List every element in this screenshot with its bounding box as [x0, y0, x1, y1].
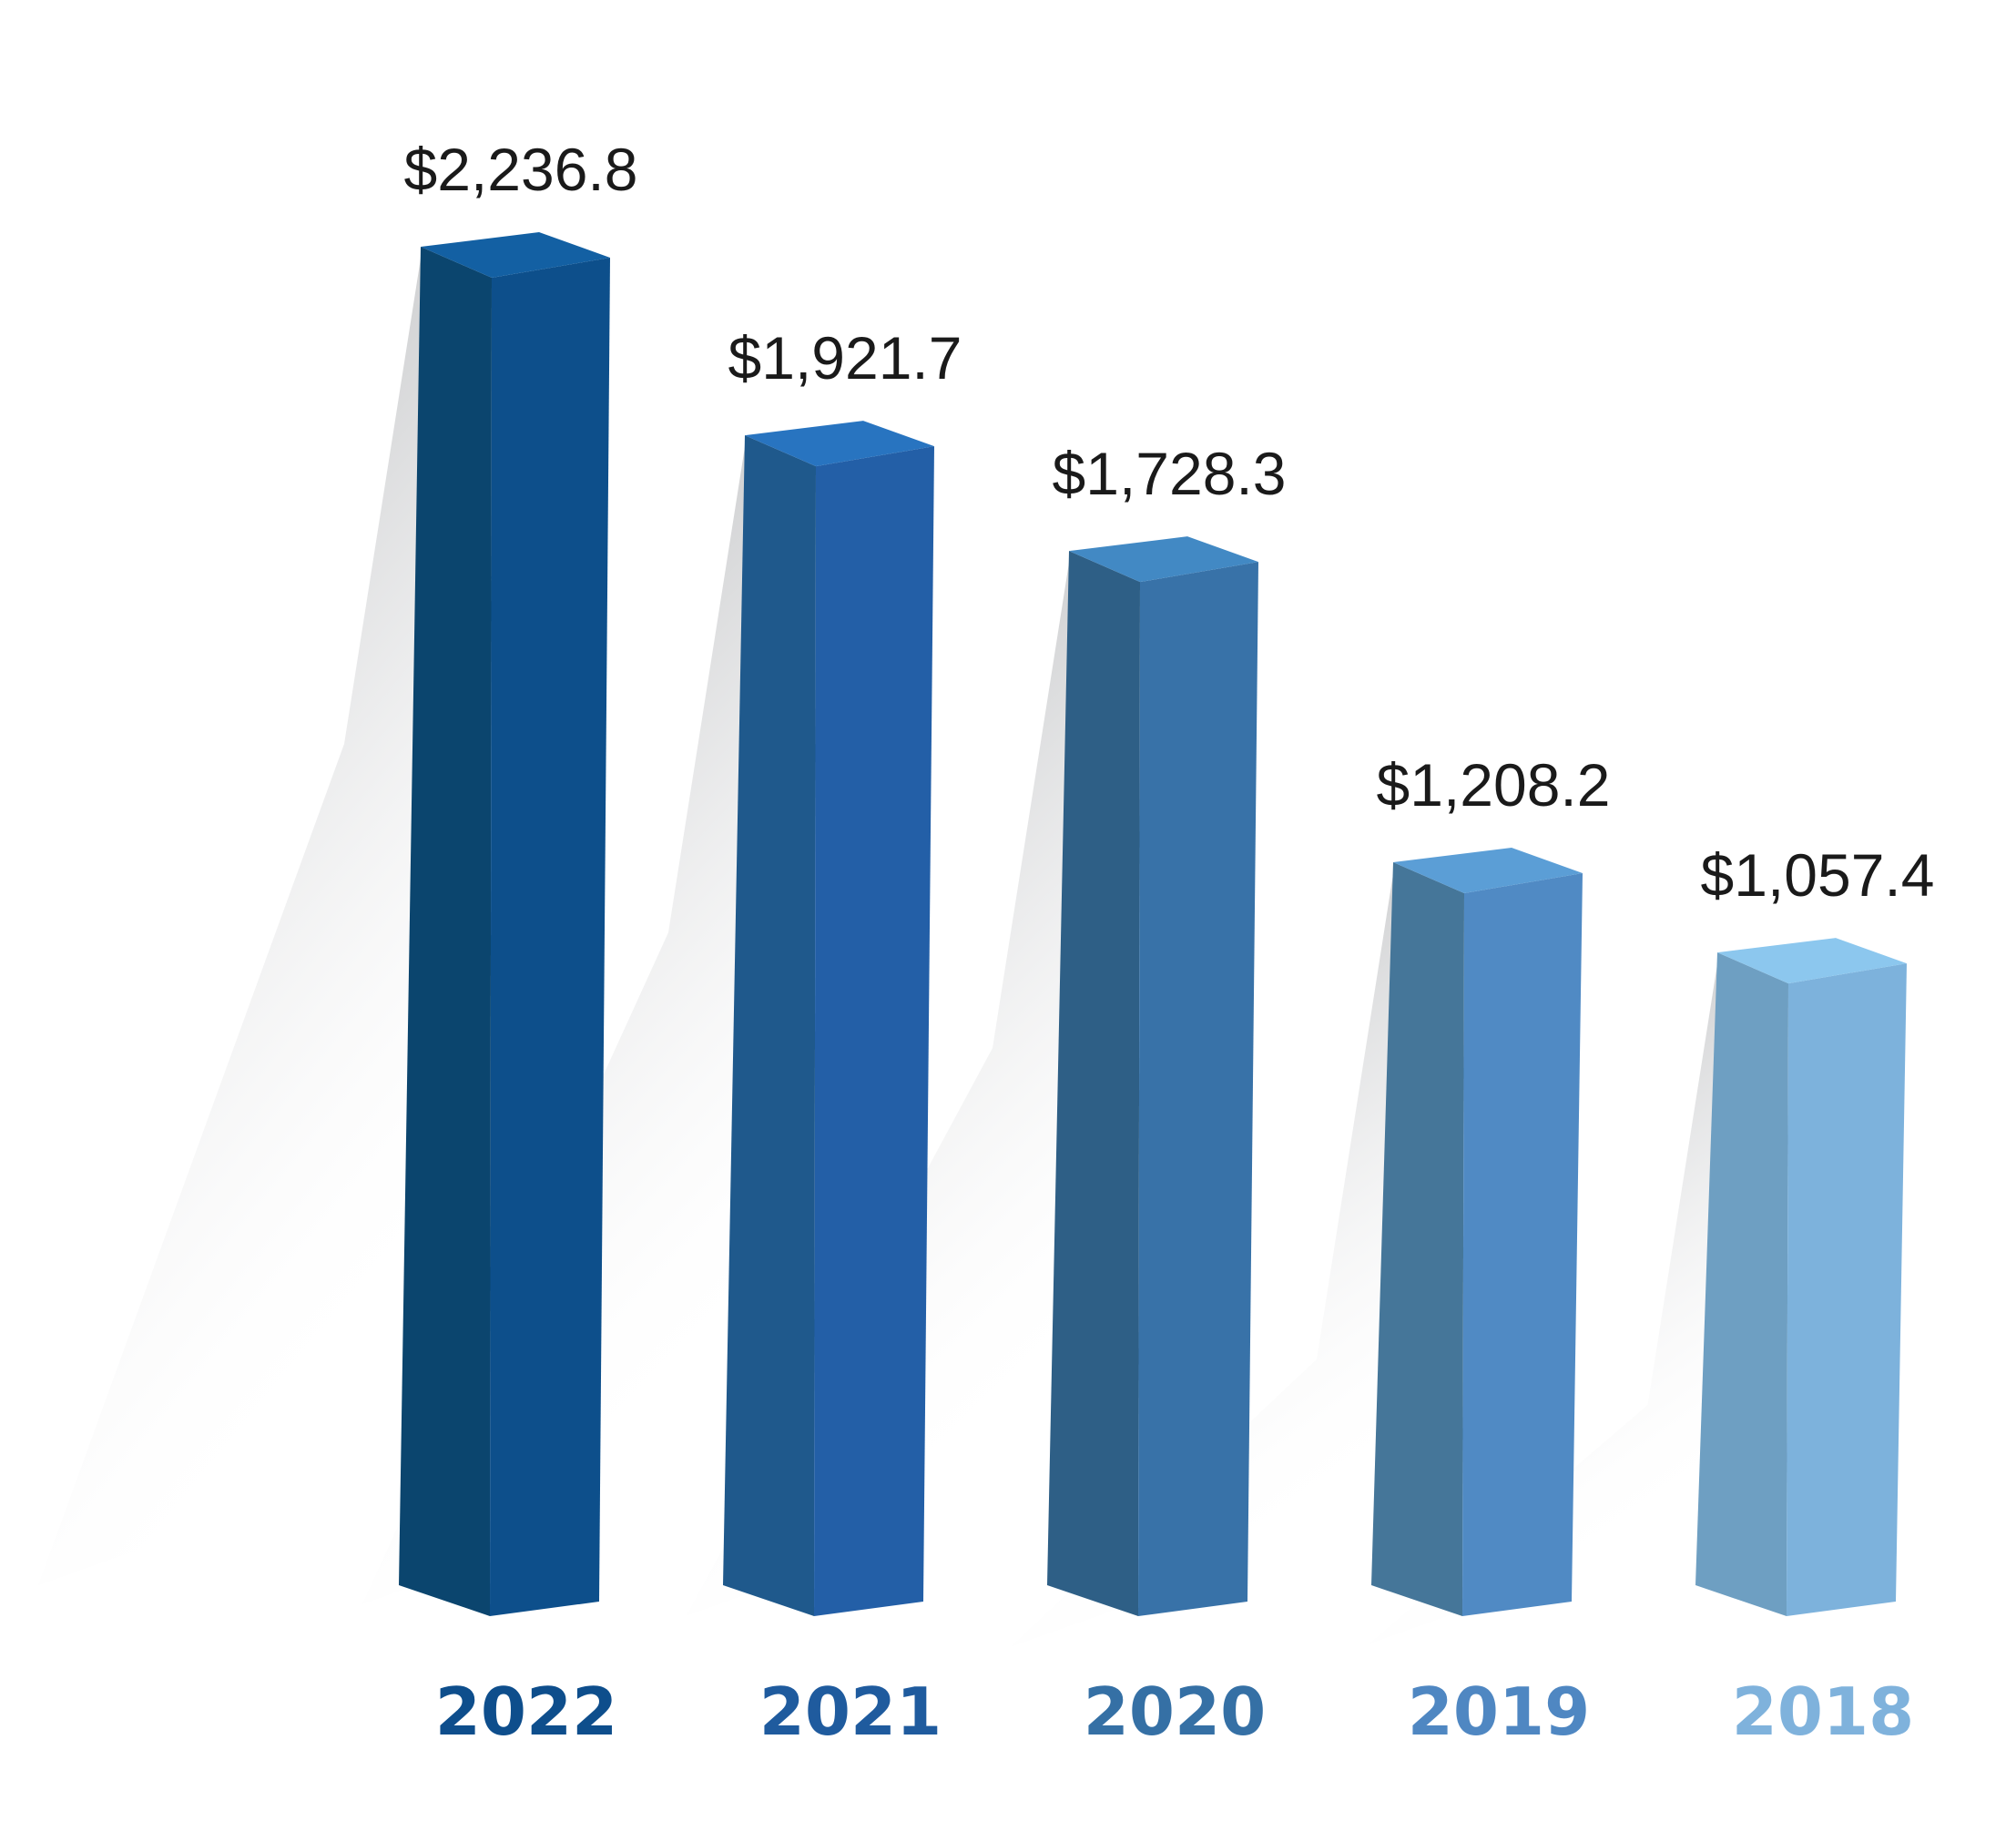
shadows-layer: [38, 247, 1719, 1647]
value-label-2021: $1,921.7: [728, 324, 962, 392]
bar-shadow-2018: [1369, 952, 1719, 1644]
bar-top-2019: [1393, 847, 1583, 893]
bar-top-2021: [745, 421, 934, 467]
year-label-2021: 2021: [759, 1673, 942, 1750]
bar-shadow-2020: [687, 551, 1071, 1616]
labels-layer: $2,236.8 2022 $1,921.7 2021 $1,728.3 2020 $1,2…: [404, 136, 1935, 1750]
bar-shadow-2019: [1011, 861, 1395, 1647]
bar-side-2018: [1695, 952, 1788, 1616]
bar-2021: [814, 446, 934, 1616]
bar-top-2018: [1717, 938, 1907, 984]
year-label-2018: 2018: [1732, 1673, 1914, 1750]
year-label-2020: 2020: [1084, 1673, 1266, 1750]
bar-2019: [1462, 872, 1583, 1616]
year-label-2022: 2022: [435, 1673, 617, 1750]
bars-layer: [399, 232, 1907, 1616]
bar-side-2020: [1047, 551, 1140, 1616]
bar-shadow-2021: [362, 435, 747, 1604]
value-label-2019: $1,208.2: [1377, 751, 1611, 819]
bar-shadow-2022: [38, 247, 423, 1585]
bar-side-2021: [723, 435, 816, 1616]
bar-2022: [490, 258, 610, 1616]
bar-side-2022: [399, 247, 492, 1616]
value-label-2022: $2,236.8: [404, 136, 638, 203]
bar-2020: [1138, 562, 1258, 1616]
bar-side-2019: [1371, 861, 1464, 1616]
bar-top-2020: [1069, 536, 1258, 583]
year-label-2019: 2019: [1408, 1673, 1590, 1750]
value-label-2018: $1,057.4: [1701, 841, 1935, 909]
value-label-2020: $1,728.3: [1053, 440, 1287, 507]
bar-top-2022: [421, 232, 610, 278]
bar-2018: [1787, 963, 1907, 1616]
